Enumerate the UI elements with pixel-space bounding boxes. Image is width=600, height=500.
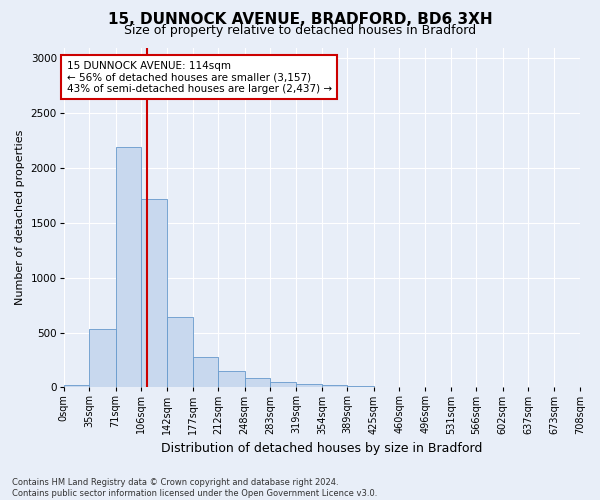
Text: Contains HM Land Registry data © Crown copyright and database right 2024.
Contai: Contains HM Land Registry data © Crown c… (12, 478, 377, 498)
Bar (296, 384, 322, 388)
Text: 15 DUNNOCK AVENUE: 114sqm
← 56% of detached houses are smaller (3,157)
43% of se: 15 DUNNOCK AVENUE: 114sqm ← 56% of detac… (67, 60, 332, 94)
Bar (322, 385, 347, 388)
X-axis label: Distribution of detached houses by size in Bradford: Distribution of detached houses by size … (161, 442, 482, 455)
Text: Size of property relative to detached houses in Bradford: Size of property relative to detached ho… (124, 24, 476, 37)
Bar (347, 386, 374, 388)
Bar (218, 372, 245, 388)
Title: 15, DUNNOCK AVENUE, BRADFORD, BD6 3XH
Size of property relative to detached hous: 15, DUNNOCK AVENUE, BRADFORD, BD6 3XH Si… (0, 499, 1, 500)
Bar (245, 378, 270, 388)
Bar (141, 199, 167, 388)
Text: 15, DUNNOCK AVENUE, BRADFORD, BD6 3XH: 15, DUNNOCK AVENUE, BRADFORD, BD6 3XH (107, 12, 493, 28)
Bar (89, 329, 116, 388)
Bar (193, 357, 218, 388)
Bar (116, 148, 141, 388)
Y-axis label: Number of detached properties: Number of detached properties (15, 130, 25, 305)
Bar (270, 382, 296, 388)
Bar (64, 384, 89, 388)
Bar (167, 317, 193, 388)
Bar (374, 387, 399, 388)
